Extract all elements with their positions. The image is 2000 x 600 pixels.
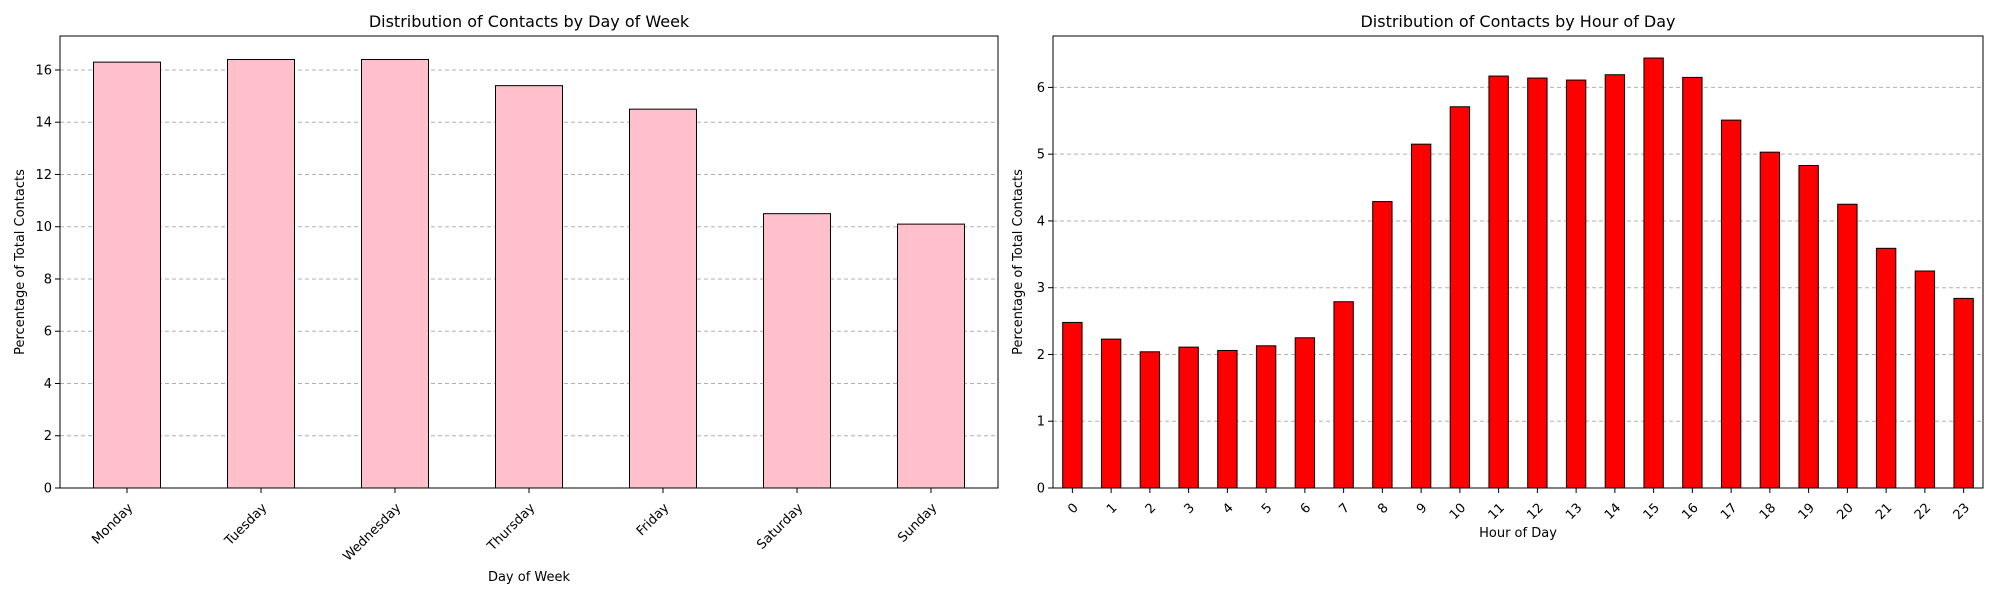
y-tick-label: 6 bbox=[1037, 81, 1045, 96]
x-tick-label: 23 bbox=[1951, 501, 1973, 523]
x-tick-label: Tuesday bbox=[222, 500, 271, 549]
x-tick-label: Monday bbox=[89, 500, 136, 547]
plot-frame bbox=[1052, 35, 1984, 489]
bar-7 bbox=[1333, 301, 1354, 489]
x-tick-label: 13 bbox=[1563, 501, 1585, 523]
x-tick-label: 4 bbox=[1220, 501, 1236, 517]
x-tick-label: Sunday bbox=[895, 500, 940, 545]
y-axis-label: Percentage of Total Contacts bbox=[1011, 169, 1026, 355]
bar-17 bbox=[1720, 119, 1742, 489]
x-tick-label: 8 bbox=[1375, 501, 1391, 517]
y-ticks: 0 1 2 3 4 5 6 bbox=[1037, 81, 1053, 497]
y-tick-label: 14 bbox=[35, 116, 52, 131]
x-tick-label: Saturday bbox=[754, 500, 806, 552]
bar-6 bbox=[1294, 337, 1316, 489]
bar-21 bbox=[1875, 247, 1897, 489]
bar-thursday bbox=[495, 85, 563, 489]
bar-4 bbox=[1217, 349, 1238, 489]
x-tick-label: Thursday bbox=[484, 500, 538, 554]
x-tick-label: 17 bbox=[1718, 501, 1740, 523]
y-axis-label: Percentage of Total Contacts bbox=[13, 169, 28, 355]
bar-monday bbox=[93, 61, 161, 489]
y-tick-label: 1 bbox=[1037, 415, 1045, 430]
bar-23 bbox=[1953, 297, 1974, 489]
bar-14 bbox=[1604, 74, 1626, 489]
bar-18 bbox=[1759, 151, 1781, 489]
bar-19 bbox=[1798, 165, 1819, 489]
x-tick-label: 0 bbox=[1065, 501, 1081, 517]
x-tick-label: Friday bbox=[634, 500, 673, 539]
bar-tuesday bbox=[227, 59, 295, 489]
bar-sunday bbox=[897, 223, 965, 489]
y-tick-label: 4 bbox=[44, 377, 52, 392]
x-tick-label: 1 bbox=[1104, 501, 1120, 517]
x-tick-label: 21 bbox=[1873, 501, 1895, 523]
y-tick-label: 8 bbox=[44, 272, 52, 287]
bar-saturday bbox=[763, 213, 831, 489]
x-tick-label: Wednesday bbox=[340, 500, 404, 564]
x-tick-label: 2 bbox=[1143, 501, 1159, 517]
bar-8 bbox=[1372, 201, 1393, 489]
bar-12 bbox=[1527, 77, 1548, 489]
x-tick-label: 7 bbox=[1336, 501, 1352, 517]
x-axis-label: Day of Week bbox=[488, 570, 571, 585]
bar-20 bbox=[1837, 203, 1858, 489]
bar-22 bbox=[1914, 270, 1936, 489]
chart-day-of-week: Distribution of Contacts by Day of Week … bbox=[13, 12, 999, 585]
x-tick-label: 16 bbox=[1679, 501, 1701, 523]
x-ticks: Monday Tuesday Wednesday Thursday Friday Satu… bbox=[89, 488, 940, 564]
x-tick-label: 11 bbox=[1486, 501, 1508, 523]
y-tick-label: 4 bbox=[1037, 214, 1045, 229]
x-tick-label: 22 bbox=[1912, 501, 1934, 523]
bar-5 bbox=[1255, 345, 1277, 489]
x-tick-label: 3 bbox=[1181, 501, 1197, 517]
x-axis-label: Hour of Day bbox=[1479, 526, 1557, 541]
x-ticks: 0 1 2 3 4 5 6 7 8 9 10 11 12 13 14 15 16 17 18 19 20 21 22 23 bbox=[1065, 488, 1973, 523]
x-tick-label: 19 bbox=[1796, 501, 1818, 523]
bar-1 bbox=[1100, 338, 1122, 489]
x-tick-label: 14 bbox=[1602, 501, 1624, 523]
bar-wednesday bbox=[361, 59, 429, 489]
y-tick-label: 12 bbox=[35, 168, 52, 183]
bars bbox=[93, 59, 965, 489]
x-tick-label: 15 bbox=[1641, 501, 1663, 523]
x-tick-label: 12 bbox=[1524, 501, 1546, 523]
gridlines bbox=[1053, 86, 1983, 422]
x-tick-label: 5 bbox=[1259, 501, 1275, 517]
bar-11 bbox=[1488, 75, 1509, 489]
y-tick-label: 6 bbox=[44, 325, 52, 340]
bar-13 bbox=[1565, 79, 1587, 489]
x-tick-label: 10 bbox=[1447, 501, 1469, 523]
bar-3 bbox=[1178, 346, 1199, 489]
x-tick-label: 9 bbox=[1414, 501, 1430, 517]
x-tick-label: 20 bbox=[1834, 501, 1856, 523]
bar-friday bbox=[629, 108, 697, 489]
chart-title-day-of-week: Distribution of Contacts by Day of Week bbox=[369, 12, 690, 31]
bars bbox=[1062, 57, 1974, 489]
chart-title-hour-of-day: Distribution of Contacts by Hour of Day bbox=[1360, 12, 1675, 31]
bar-16 bbox=[1682, 76, 1703, 489]
bar-15 bbox=[1643, 57, 1664, 489]
y-tick-label: 0 bbox=[44, 482, 52, 497]
y-tick-label: 2 bbox=[1037, 348, 1045, 363]
bar-0 bbox=[1062, 321, 1083, 489]
bar-10 bbox=[1449, 106, 1471, 489]
x-tick-label: 6 bbox=[1298, 501, 1314, 517]
bar-9 bbox=[1410, 143, 1432, 489]
y-tick-label: 0 bbox=[1037, 482, 1045, 497]
bar-2 bbox=[1139, 351, 1161, 489]
x-tick-label: 18 bbox=[1757, 501, 1779, 523]
y-tick-label: 16 bbox=[35, 63, 52, 78]
y-ticks: 0 2 4 6 8 10 12 14 16 bbox=[35, 63, 60, 497]
y-tick-label: 3 bbox=[1037, 281, 1045, 296]
y-tick-label: 5 bbox=[1037, 148, 1045, 163]
y-tick-label: 2 bbox=[44, 429, 52, 444]
chart-hour-of-day: Distribution of Contacts by Hour of Day … bbox=[1011, 12, 1984, 541]
y-tick-label: 10 bbox=[35, 220, 52, 235]
